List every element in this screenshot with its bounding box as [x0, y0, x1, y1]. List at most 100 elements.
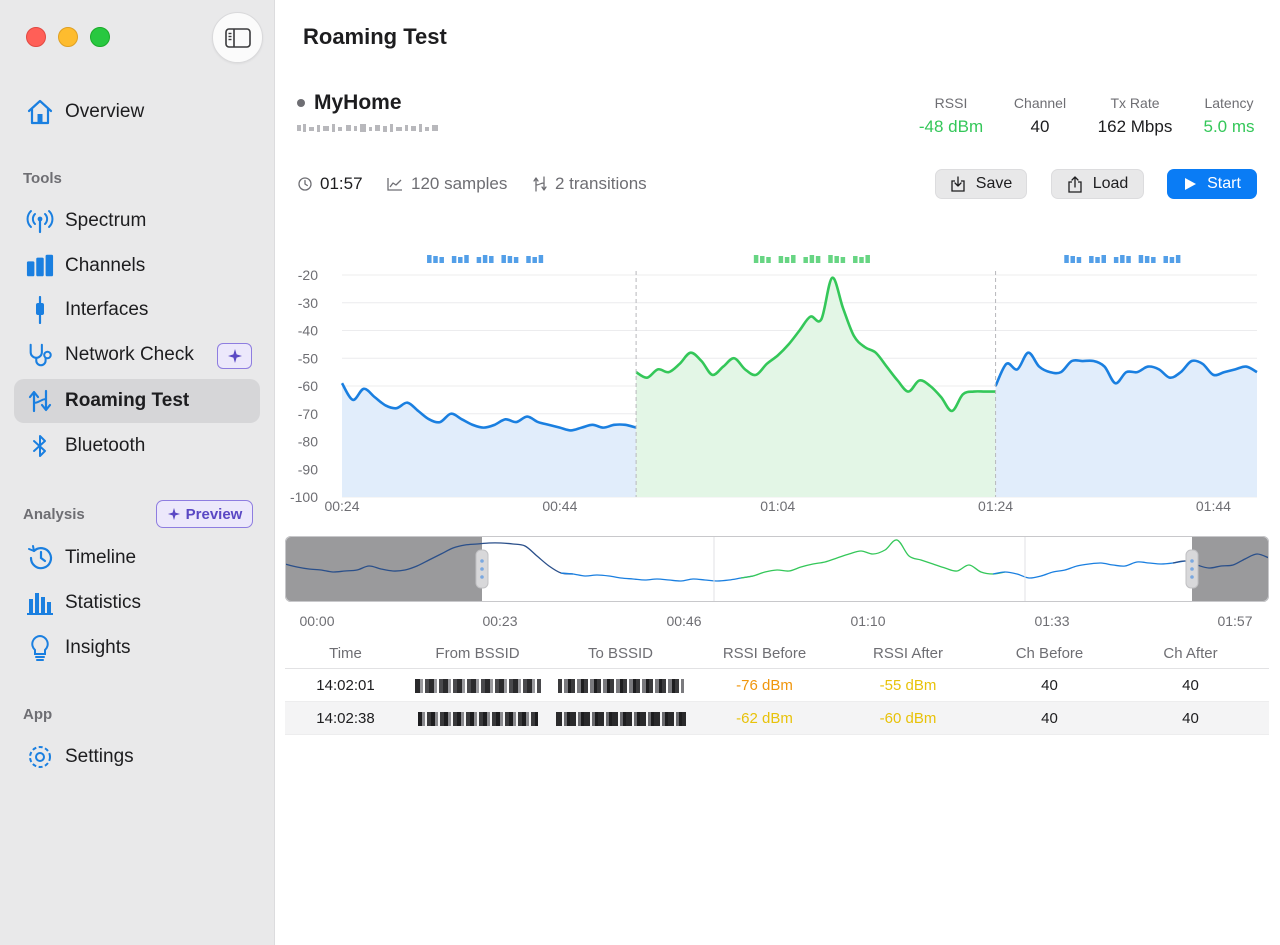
- cell-ch-before: 40: [1041, 676, 1058, 694]
- chart-bars-icon: [26, 589, 54, 617]
- overview-timeline[interactable]: 00:00 00:23 00:46 01:10 01:33 01:57: [285, 536, 1269, 636]
- line-chart-icon: [387, 178, 402, 191]
- overview-series-line: [560, 572, 754, 582]
- cell-ch-before: 40: [1041, 709, 1058, 727]
- series-area: [636, 277, 996, 497]
- series-area: [995, 352, 1257, 497]
- redacted-bssid: [297, 124, 438, 132]
- rssi-chart[interactable]: -20 -30 -40 -50 -60 -70 -80 -90 -100 00:24 00:44 01…: [280, 245, 1270, 520]
- y-tick-label: -30: [298, 295, 318, 311]
- column-header[interactable]: From BSSID: [435, 644, 520, 662]
- duration-value: 01:57: [320, 174, 363, 193]
- load-label: Load: [1092, 175, 1129, 192]
- x-tick-label: 00:24: [324, 498, 359, 514]
- metric-tx-rate: Tx Rate 162 Mbps: [1080, 95, 1190, 137]
- series-line: [994, 351, 1258, 387]
- overview-series-line: [740, 539, 1006, 579]
- cell-from-bssid-redacted: [406, 710, 549, 727]
- redacted-ap-label: [1064, 255, 1181, 263]
- preview-label: Preview: [185, 505, 243, 523]
- cell-rssi-before: -76 dBm: [736, 676, 793, 694]
- column-header[interactable]: To BSSID: [587, 644, 654, 662]
- load-button[interactable]: Load: [1051, 169, 1144, 199]
- y-tick-label: -90: [298, 461, 318, 477]
- clock-icon: [298, 177, 312, 191]
- sidebar-item-overview[interactable]: Overview: [14, 90, 260, 134]
- close-window-button[interactable]: [26, 27, 46, 47]
- history-icon: [26, 544, 54, 572]
- series-area: [342, 383, 637, 497]
- redacted-ap-label: [753, 255, 870, 263]
- sidebar-item-label: Channels: [65, 255, 146, 276]
- metric-value: -48 dBm: [918, 117, 984, 136]
- table-row[interactable]: 14:02:01 -76 dBm -55 dBm 40 40: [285, 669, 1269, 702]
- selection-window: [482, 536, 1192, 602]
- y-tick-label: -100: [290, 489, 318, 505]
- sparkle-icon: [227, 349, 242, 363]
- column-header[interactable]: Time: [329, 644, 362, 662]
- cell-from-bssid-redacted: [406, 677, 549, 694]
- overview-tick-label: 00:23: [482, 613, 517, 629]
- transitions-value: 2 transitions: [555, 174, 647, 193]
- cell-time: 14:02:38: [316, 709, 375, 727]
- sidebar-item-interfaces[interactable]: Interfaces: [14, 288, 260, 332]
- ai-badge: [217, 343, 252, 369]
- sidebar-toggle-button[interactable]: [212, 12, 263, 63]
- x-tick-label: 01:44: [1196, 498, 1231, 514]
- network-name: MyHome: [314, 91, 402, 114]
- section-title-analysis: Analysis: [23, 506, 85, 523]
- sidebar-item-roaming-test[interactable]: Roaming Test: [14, 379, 260, 423]
- sidebar-item-spectrum[interactable]: Spectrum: [14, 199, 260, 243]
- column-header[interactable]: Ch Before: [1015, 644, 1084, 662]
- overview-tick-label: 01:10: [850, 613, 885, 629]
- column-header[interactable]: RSSI Before: [722, 644, 807, 662]
- connector-icon: [26, 296, 54, 324]
- sidebar-item-network-check[interactable]: Network Check: [14, 333, 260, 377]
- sidebar-toggle-icon: [224, 27, 251, 48]
- metric-latency: Latency 5.0 ms: [1174, 95, 1280, 137]
- y-tick-label: -50: [298, 350, 318, 366]
- sidebar-item-bluetooth[interactable]: Bluetooth: [14, 424, 260, 468]
- sidebar-item-insights[interactable]: Insights: [14, 626, 260, 670]
- table-row[interactable]: 14:02:38 -62 dBm -60 dBm 40 40: [285, 702, 1269, 735]
- sidebar-item-statistics[interactable]: Statistics: [14, 581, 260, 625]
- roaming-arrows-icon: [26, 387, 54, 415]
- start-button[interactable]: Start: [1167, 169, 1257, 199]
- metric-value: 5.0 ms: [1203, 117, 1255, 136]
- column-header[interactable]: RSSI After: [872, 644, 944, 662]
- preview-badge: Preview: [156, 500, 253, 528]
- selection-handle[interactable]: [475, 549, 489, 589]
- sidebar-item-settings[interactable]: Settings: [14, 735, 260, 779]
- overview-border: [285, 536, 1269, 602]
- save-button[interactable]: Save: [935, 169, 1027, 199]
- cell-to-bssid-redacted: [549, 710, 692, 727]
- roaming-transitions-table: Time From BSSID To BSSID RSSI Before RSS…: [285, 638, 1269, 735]
- metric-label: Latency: [1204, 95, 1254, 111]
- sidebar-item-label: Insights: [65, 637, 131, 658]
- samples-stat: 120 samples: [387, 174, 507, 194]
- sidebar-item-label: Interfaces: [65, 299, 149, 320]
- play-icon: [1185, 178, 1197, 190]
- start-label: Start: [1207, 175, 1241, 192]
- sidebar-item-channels[interactable]: Channels: [14, 244, 260, 288]
- duration-stat: 01:57: [298, 174, 363, 194]
- sidebar-item-timeline[interactable]: Timeline: [14, 536, 260, 580]
- samples-value: 120 samples: [411, 174, 508, 193]
- table-header: Time From BSSID To BSSID RSSI Before RSS…: [285, 638, 1269, 669]
- cell-rssi-after: -55 dBm: [879, 676, 937, 694]
- cell-ch-after: 40: [1182, 709, 1199, 727]
- selection-handle[interactable]: [1185, 549, 1199, 589]
- metric-label: Channel: [1013, 95, 1067, 111]
- zoom-window-button[interactable]: [90, 27, 110, 47]
- sidebar-item-label: Statistics: [65, 592, 142, 613]
- sidebar-item-label: Network Check: [65, 344, 194, 365]
- column-header[interactable]: Ch After: [1163, 644, 1218, 662]
- metric-channel: Channel 40: [985, 95, 1095, 137]
- antenna-icon: [26, 207, 54, 235]
- bluetooth-icon: [26, 432, 54, 460]
- x-tick-label: 01:04: [760, 498, 795, 514]
- series-line: [340, 382, 637, 432]
- minimize-window-button[interactable]: [58, 27, 78, 47]
- lightbulb-icon: [26, 634, 54, 662]
- share-icon: [1068, 175, 1082, 193]
